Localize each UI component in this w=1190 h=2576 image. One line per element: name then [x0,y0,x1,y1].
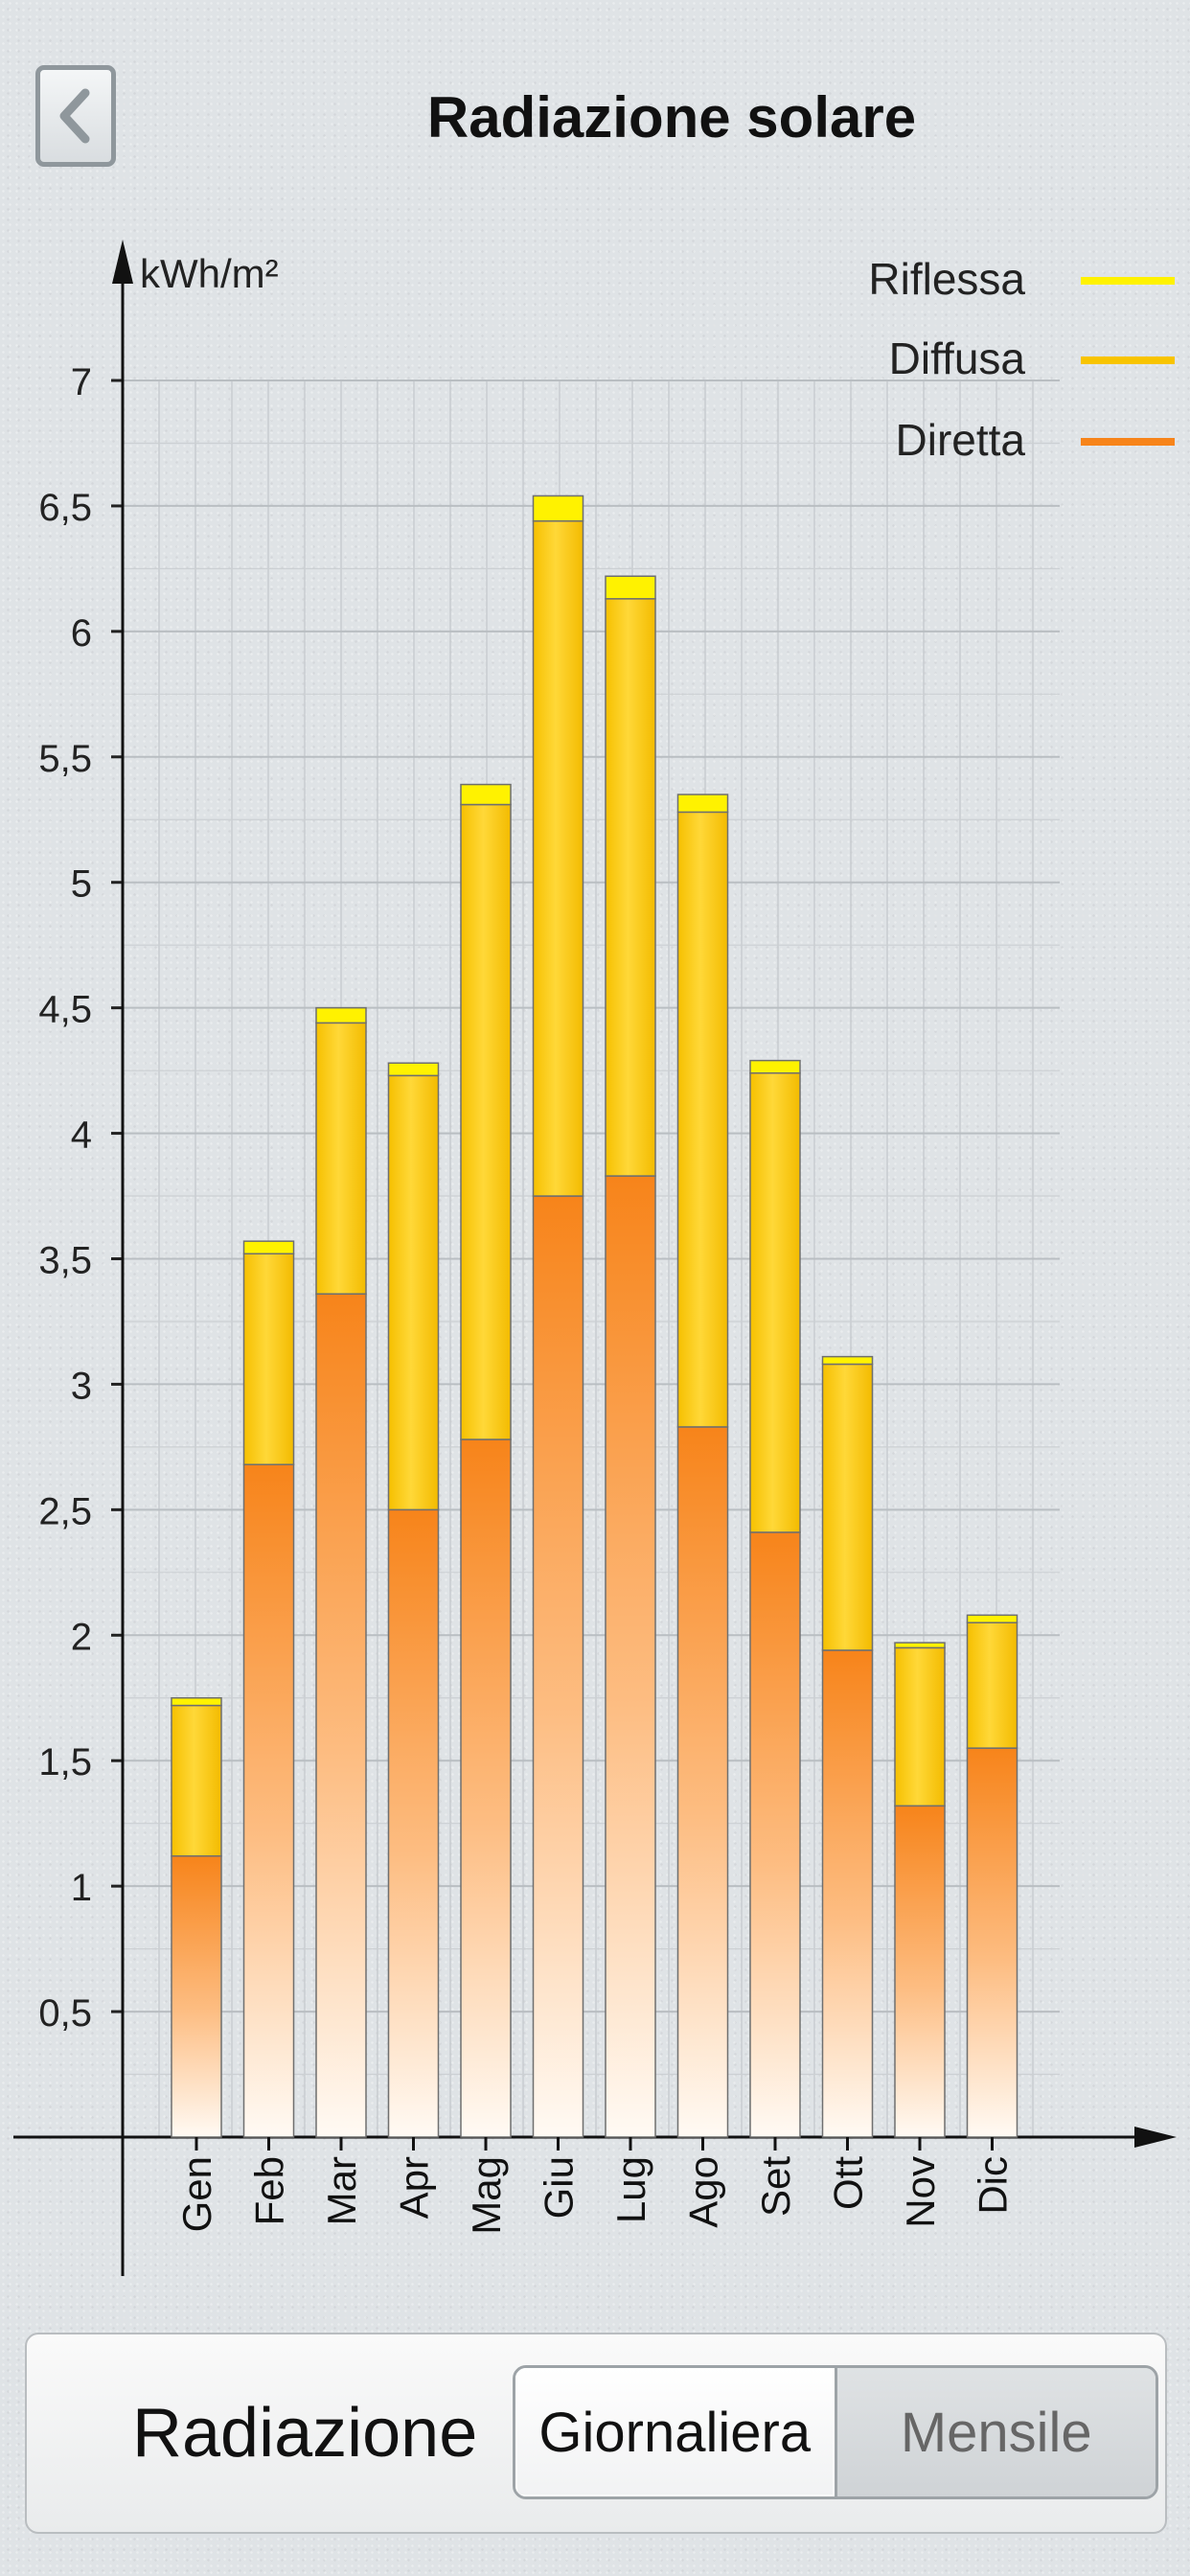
bar-riflessa-apr [387,1062,440,1077]
x-tick-label: Set [753,2156,798,2217]
x-tick-label: Ago [681,2156,726,2228]
x-tick-label: Mar [319,2156,364,2225]
bar-diretta-feb [242,1463,295,2138]
bar-diffusa-giu [532,519,584,1197]
bar-diretta-mag [460,1438,512,2138]
bar-diretta-ott [821,1649,874,2138]
x-tick-label: Ott [826,2156,871,2210]
bar-diretta-set [749,1531,801,2138]
bar-diffusa-ago [676,811,729,1428]
bar-diretta-ago [676,1426,729,2138]
bar-diretta-giu [532,1195,584,2138]
legend-label-diretta: Diretta [896,415,1026,465]
page-title: Radiazione solare [426,85,917,150]
y-tick-label: 0,5 [38,1992,92,2035]
bar-diretta-mar [315,1293,367,2138]
bar-riflessa-lug [605,575,656,600]
bar-diretta-apr [387,1508,440,2138]
y-tick-label: 7 [71,361,92,403]
bar-diffusa-ott [821,1363,874,1651]
x-tick-label: Giu [537,2156,582,2219]
y-tick-label: 5 [71,863,92,906]
bar-riflessa-set [749,1059,801,1074]
segment-mensile[interactable]: Mensile [836,2368,1156,2496]
bar-diretta-dic [966,1747,1018,2138]
bar-riflessa-gen [171,1697,222,1707]
bar-riflessa-dic [966,1614,1018,1623]
bar-diffusa-gen [171,1704,222,1857]
y-tick-label: 2,5 [38,1490,92,1532]
chevron-left-icon [59,88,90,144]
bar-diffusa-nov [894,1646,946,1807]
bar-diretta-nov [894,1805,946,2138]
x-tick-label: Apr [392,2156,437,2219]
solar-radiation-chart: 0,5 1 1,5 2 2,5 3 3,5 4 4,5 5 5,5 6 6,5 7 kWh/m² Gen Feb… [13,240,1177,2276]
bar-riflessa-ott [821,1355,874,1366]
period-segmented-control[interactable]: Giornaliera Mensile [513,2365,1158,2499]
x-tick-label: Gen [174,2156,219,2232]
bar-diffusa-lug [605,598,656,1177]
x-tick-label: Feb [247,2156,292,2225]
y-tick-label: 4 [71,1115,92,1157]
bar-diretta-gen [171,1854,222,2138]
bar-riflessa-feb [242,1240,295,1255]
bar-riflessa-nov [894,1642,946,1649]
back-button[interactable] [35,65,116,167]
bar-diffusa-mag [460,803,512,1440]
y-axis-label: kWh/m² [140,251,279,296]
y-tick-label: 6 [71,612,92,655]
bar-diffusa-set [749,1071,801,1533]
y-axis-arrow-icon [112,240,133,284]
legend-label-diffusa: Diffusa [889,334,1026,383]
y-tick-label: 4,5 [38,989,92,1031]
bar-riflessa-ago [676,794,729,814]
bar-diffusa-mar [315,1022,367,1295]
bar-riflessa-mar [315,1006,367,1024]
x-axis-arrow-icon [1134,2127,1177,2148]
y-tick-label: 2 [71,1616,92,1658]
y-tick-label: 5,5 [38,738,92,780]
y-tick-label: 1,5 [38,1741,92,1783]
bar-diffusa-feb [242,1253,295,1465]
legend-label-riflessa: Riflessa [868,254,1025,304]
bar-riflessa-mag [460,783,512,806]
y-tick-label: 3,5 [38,1240,92,1282]
bar-riflessa-giu [532,494,584,522]
bar-diretta-lug [605,1175,656,2138]
segment-giornaliera[interactable]: Giornaliera [515,2368,837,2496]
x-tick-label: Mag [464,2156,509,2235]
y-tick-label: 3 [71,1365,92,1407]
radiation-label: Radiazione [132,2395,478,2472]
bar-diffusa-apr [387,1074,440,1511]
x-tick-label: Nov [898,2156,943,2228]
y-tick-label: 1 [71,1867,92,1909]
y-tick-label: 6,5 [38,487,92,529]
bar-diffusa-dic [966,1622,1018,1749]
x-tick-label: Lug [608,2156,653,2223]
x-tick-label: Dic [971,2156,1016,2215]
